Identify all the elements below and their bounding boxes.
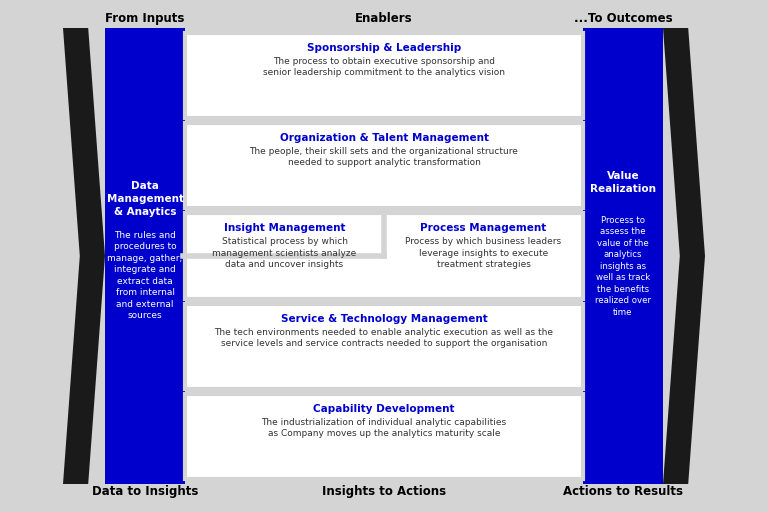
Bar: [185, 214, 583, 298]
Text: Data
Management
& Anaytics: Data Management & Anaytics: [107, 181, 184, 218]
Text: The tech environments needed to enable analytic execution as well as the
service: The tech environments needed to enable a…: [214, 328, 554, 348]
Text: Insight Management: Insight Management: [223, 223, 346, 233]
Text: Process Management: Process Management: [420, 223, 547, 233]
Bar: [185, 304, 583, 389]
Polygon shape: [63, 28, 105, 484]
Text: Insights to Actions: Insights to Actions: [322, 485, 446, 498]
Text: Process to
assess the
value of the
analytics
insights as
well as track
the benef: Process to assess the value of the analy…: [595, 216, 651, 316]
Text: Statistical process by which
management scientists analyze
data and uncover insi: Statistical process by which management …: [213, 238, 356, 269]
Text: Enablers: Enablers: [355, 12, 413, 25]
Text: Sponsorship & Leadership: Sponsorship & Leadership: [307, 43, 461, 53]
Polygon shape: [663, 28, 705, 484]
Bar: [185, 33, 583, 118]
Text: Capability Development: Capability Development: [313, 404, 455, 414]
Text: Process by which business leaders
leverage insights to execute
treatment strateg: Process by which business leaders levera…: [406, 238, 561, 269]
Text: The process to obtain executive sponsorship and
senior leadership commitment to : The process to obtain executive sponsors…: [263, 57, 505, 77]
Text: The people, their skill sets and the organizational structure
needed to support : The people, their skill sets and the org…: [250, 147, 518, 167]
Bar: [185, 394, 583, 479]
Text: The industrialization of individual analytic capabilities
as Company moves up th: The industrialization of individual anal…: [261, 418, 507, 438]
Bar: [185, 123, 583, 208]
Text: Service & Technology Management: Service & Technology Management: [280, 313, 488, 324]
Text: Data to Insights: Data to Insights: [92, 485, 198, 498]
Text: From Inputs: From Inputs: [105, 12, 184, 25]
Text: ...To Outcomes: ...To Outcomes: [574, 12, 672, 25]
Text: The rules and
procedures to
manage, gather,
integrate and
extract data
from inte: The rules and procedures to manage, gath…: [108, 231, 183, 320]
Text: Actions to Results: Actions to Results: [563, 485, 683, 498]
Text: Organization & Talent Management: Organization & Talent Management: [280, 133, 488, 143]
Bar: [583, 28, 663, 484]
Bar: [105, 28, 185, 484]
Text: Value
Realization: Value Realization: [590, 171, 656, 194]
